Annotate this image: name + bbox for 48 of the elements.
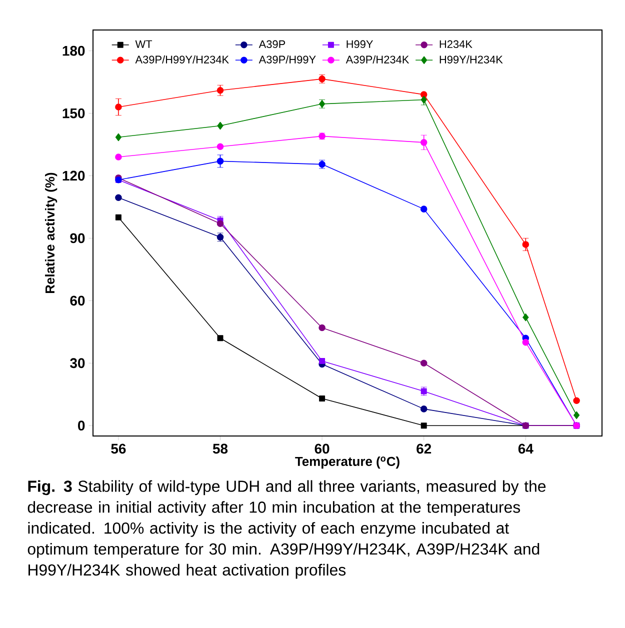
legend-label: A39P (258, 40, 286, 48)
text: Fig. 3 Stability of wild-type UDH and all three variants, measured by the decrease in initial activity after 10 min incubation at the temperatures indicated. 100% activity is the activity of each enzyme incubated at optimum temperature for 30 min. A39P/H99Y/H234K, A39P/H234K and H99Y/H234K showed heat activation profiles (28, 480, 546, 579)
point (115, 104, 122, 110)
x-tick-label: 60 (314, 444, 330, 454)
legend-label: WT (135, 40, 152, 48)
legend-label: A39P/H99Y (258, 55, 316, 64)
y-tick-label: 150 (62, 108, 85, 118)
point (420, 206, 428, 212)
point (522, 338, 530, 346)
point (522, 241, 530, 248)
point (216, 158, 224, 165)
legend-label: H99Y (346, 40, 374, 48)
point (420, 360, 428, 367)
point (420, 91, 428, 98)
x-tick-label: 64 (518, 444, 534, 454)
point (318, 324, 326, 332)
point (115, 214, 122, 220)
legend-label: A39P/H234K (346, 55, 410, 64)
y-tick-label: 120 (62, 170, 85, 181)
point (420, 139, 428, 146)
y-axis-title: Relative activity (%) (45, 172, 58, 293)
point (217, 122, 224, 130)
legend-label: H99Y/H234K (440, 55, 503, 64)
legend-label: A39P/H99Y/H234K (135, 55, 229, 64)
y-tick-label: 0 (78, 420, 85, 431)
y-tick-label: 30 (70, 358, 85, 368)
point (216, 220, 224, 228)
point (217, 335, 224, 342)
point (115, 154, 122, 160)
point (319, 358, 326, 364)
point (522, 313, 529, 322)
y-tick-label: 180 (62, 46, 85, 56)
point (420, 422, 427, 429)
x-tick-label: 62 (416, 444, 432, 454)
point (216, 86, 224, 94)
point (115, 133, 122, 142)
point (319, 396, 326, 402)
y-tick-label: 60 (70, 296, 85, 306)
y-tick-label: 90 (70, 233, 85, 244)
x-axis-title: Temperature ($^{o}$C) (295, 456, 400, 469)
point (115, 194, 122, 201)
x-tick-label: 58 (212, 444, 228, 454)
legend-label: H234K (440, 40, 472, 48)
point (574, 411, 580, 420)
point (420, 406, 428, 412)
point (573, 397, 580, 404)
point (216, 143, 224, 150)
x-tick-label: 56 (111, 444, 126, 454)
